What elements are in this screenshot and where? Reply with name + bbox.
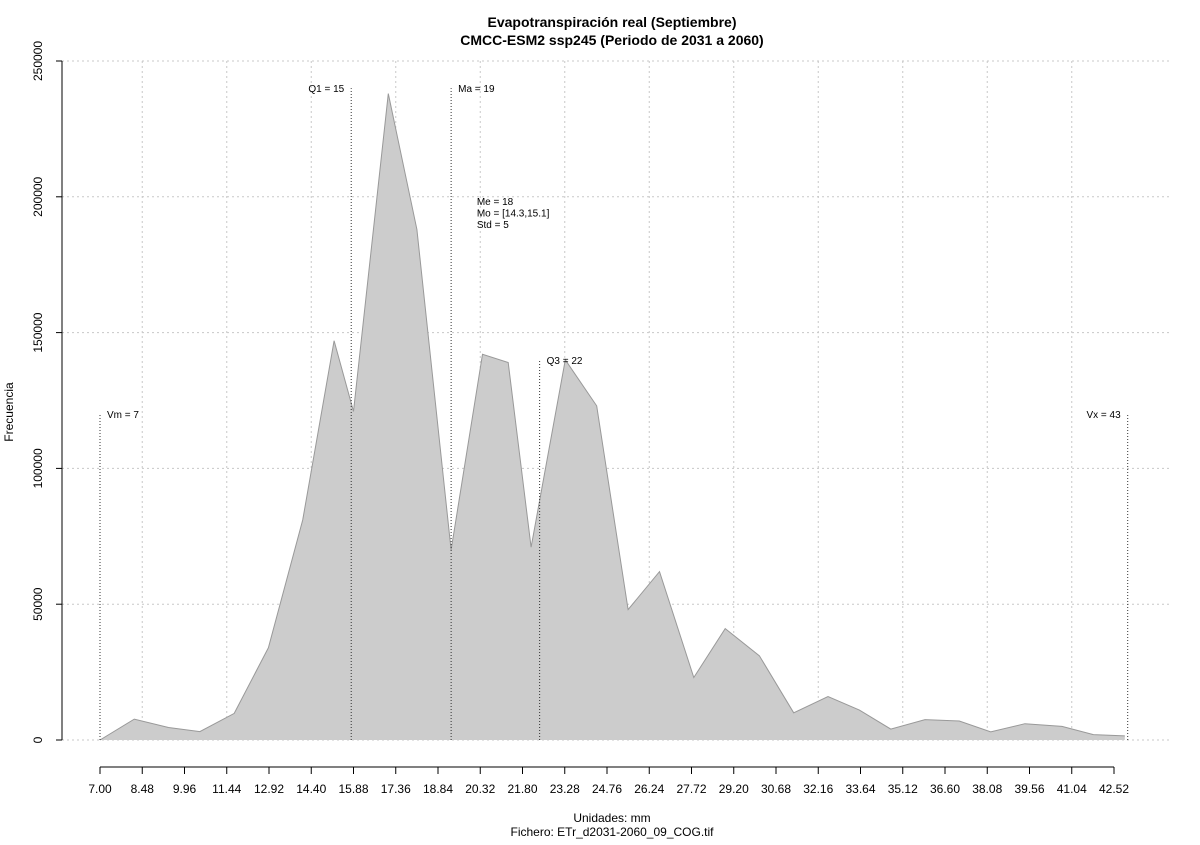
x-tick-label: 8.48 xyxy=(131,782,155,796)
x-tick-label: 7.00 xyxy=(88,782,112,796)
chart-subtitle: CMCC-ESM2 ssp245 (Periodo de 2031 a 2060… xyxy=(460,32,763,48)
chart-title: Evapotranspiración real (Septiembre) xyxy=(488,14,737,30)
stat-label: Q3 = 22 xyxy=(547,356,583,367)
x-tick-label: 14.40 xyxy=(296,782,326,796)
y-tick-label: 150000 xyxy=(31,312,45,352)
stat-layer: Vm = 7 Q1 = 15 Ma = 19 Q3 = 22 Vx = 43 Me = 1… xyxy=(99,84,1129,740)
y-axis: 0 50000 100000 150000 200000 250000 xyxy=(31,41,63,743)
x-tick-label: 23.28 xyxy=(550,782,580,796)
file-label: Fichero: ETr_d2031-2060_09_COG.tif xyxy=(511,825,715,839)
x-tick-label: 35.12 xyxy=(888,782,918,796)
stat-label: Vm = 7 xyxy=(107,410,139,421)
stats-text: Mo = [14.3,15.1] xyxy=(477,208,550,219)
x-tick-label: 9.96 xyxy=(173,782,197,796)
x-tick-label: 30.68 xyxy=(761,782,791,796)
x-tick-label: 39.56 xyxy=(1014,782,1044,796)
x-tick-label: 11.44 xyxy=(212,782,241,796)
stats-text: Me = 18 xyxy=(477,197,514,208)
stats-text: Std = 5 xyxy=(477,220,509,231)
frequency-line xyxy=(99,93,1125,741)
x-tick-label: 29.20 xyxy=(719,782,749,796)
y-tick-label: 50000 xyxy=(31,587,45,621)
x-tick-label: 42.52 xyxy=(1099,782,1129,796)
stat-label: Ma = 19 xyxy=(458,84,495,95)
frequency-area xyxy=(100,93,1125,741)
y-tick-label: 250000 xyxy=(31,41,45,81)
x-tick-label: 20.32 xyxy=(465,782,495,796)
y-tick-label: 100000 xyxy=(31,448,45,488)
x-tick-label: 32.16 xyxy=(803,782,833,796)
x-axis-label: Unidades: mm xyxy=(573,811,650,825)
stat-label: Q1 = 15 xyxy=(308,84,344,95)
x-axis: 7.00 8.48 9.96 11.44 12.92 14.40 15.88 17.36 18.… xyxy=(88,766,1129,796)
x-tick-label: 12.92 xyxy=(254,782,284,796)
x-tick-label: 17.36 xyxy=(381,782,411,796)
x-tick-label: 27.72 xyxy=(676,782,706,796)
stat-label: Vx = 43 xyxy=(1086,410,1121,421)
area-layer xyxy=(99,93,1125,741)
x-tick-label: 26.24 xyxy=(634,782,664,796)
x-tick-label: 33.64 xyxy=(845,782,875,796)
x-tick-label: 24.76 xyxy=(592,782,622,796)
x-tick-label: 38.08 xyxy=(972,782,1002,796)
x-tick-label: 15.88 xyxy=(338,782,368,796)
y-tick-label: 200000 xyxy=(31,176,45,216)
x-tick-label: 18.84 xyxy=(423,782,453,796)
x-tick-label: 21.80 xyxy=(507,782,537,796)
y-tick-label: 0 xyxy=(31,736,45,743)
y-axis-label: Frecuencia xyxy=(2,382,16,442)
x-tick-label: 41.04 xyxy=(1057,782,1087,796)
x-tick-label: 36.60 xyxy=(930,782,960,796)
